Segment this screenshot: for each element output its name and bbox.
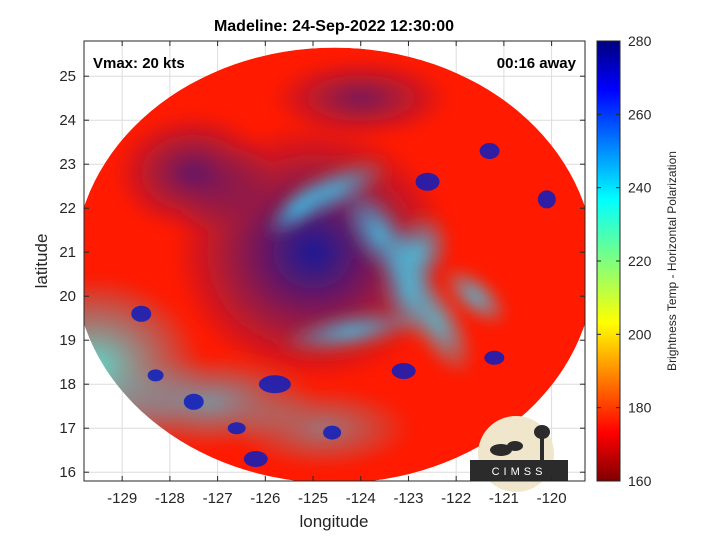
- warm-band: [385, 214, 451, 290]
- x-tick-label: -122: [441, 490, 471, 507]
- satellite-dish-icon: [490, 444, 512, 456]
- x-tick-label: -128: [155, 490, 185, 507]
- x-tick-label: -129: [107, 490, 137, 507]
- convective-cell: [147, 369, 164, 382]
- x-tick-label: -121: [489, 490, 519, 507]
- convective-cell: [479, 143, 500, 159]
- convective-cell: [227, 422, 246, 435]
- y-tick-label: 21: [59, 244, 76, 261]
- colorbar-label: Brightness Temp - Horizontal Polarizatio…: [665, 151, 679, 371]
- y-axis-ticks: 16 17 18 19 20 21 22 23 24 25: [59, 68, 585, 481]
- vmax-annotation: Vmax: 20 kts: [93, 55, 185, 72]
- convective-cell: [323, 425, 342, 440]
- colorbar-ticks: 160 180 200 220 240 260 280: [597, 33, 652, 489]
- logo-text: CIMSS: [492, 466, 547, 478]
- x-tick-label: -127: [203, 490, 233, 507]
- convective-cell: [258, 375, 291, 394]
- y-tick-label: 19: [59, 332, 76, 349]
- warm-band: [442, 266, 509, 327]
- y-tick-label: 23: [59, 156, 76, 173]
- convective-cell: [131, 305, 152, 322]
- y-tick-label: 22: [59, 200, 76, 217]
- plot-frame: [83, 40, 586, 482]
- satellite-dish-icon: [507, 441, 523, 451]
- colorbar-tick-label: 180: [628, 400, 652, 416]
- colorbar-tick-label: 220: [628, 253, 652, 269]
- swath-field: [84, 47, 585, 481]
- colorbar-tick-label: 260: [628, 106, 652, 122]
- y-tick-label: 20: [59, 288, 76, 305]
- convective-cell: [484, 350, 505, 365]
- x-tick-label: -125: [298, 490, 328, 507]
- convective-cell: [243, 451, 268, 467]
- colorbar-tick-label: 200: [628, 326, 652, 342]
- y-tick-label: 17: [59, 420, 76, 437]
- time-offset-annotation: 00:16 away: [497, 55, 577, 72]
- water-tower-icon: [540, 434, 544, 460]
- convective-cell: [537, 190, 556, 209]
- warm-band: [266, 180, 331, 237]
- x-axis-ticks: -129 -128 -127 -126 -125 -124 -123 -122 -121 -120: [107, 41, 567, 507]
- warm-band: [399, 269, 475, 377]
- colorbar-tick-label: 160: [628, 473, 652, 489]
- colorbar-tick-label: 240: [628, 180, 652, 196]
- y-tick-label: 25: [59, 68, 76, 85]
- logo-banner: [470, 460, 568, 481]
- x-tick-label: -126: [250, 490, 280, 507]
- convective-cell: [183, 393, 204, 410]
- y-tick-label: 16: [59, 464, 76, 481]
- convective-cell: [391, 363, 416, 379]
- colorbar-tick-label: 280: [628, 33, 652, 49]
- convective-cell: [415, 172, 440, 191]
- warm-band: [282, 309, 421, 353]
- y-tick-label: 24: [59, 112, 76, 129]
- y-tick-label: 18: [59, 376, 76, 393]
- chart-title: Madeline: 24-Sep-2022 12:30:00: [214, 18, 454, 35]
- x-tick-label: -123: [393, 490, 423, 507]
- cimss-logo: CIMSS: [470, 416, 568, 492]
- brightness-swath: [84, 47, 585, 481]
- y-axis-label: latitude: [32, 234, 51, 289]
- water-tower-icon: [534, 425, 550, 439]
- x-tick-label: -124: [346, 490, 376, 507]
- x-axis-label: longitude: [299, 512, 368, 531]
- x-tick-label: -120: [537, 490, 567, 507]
